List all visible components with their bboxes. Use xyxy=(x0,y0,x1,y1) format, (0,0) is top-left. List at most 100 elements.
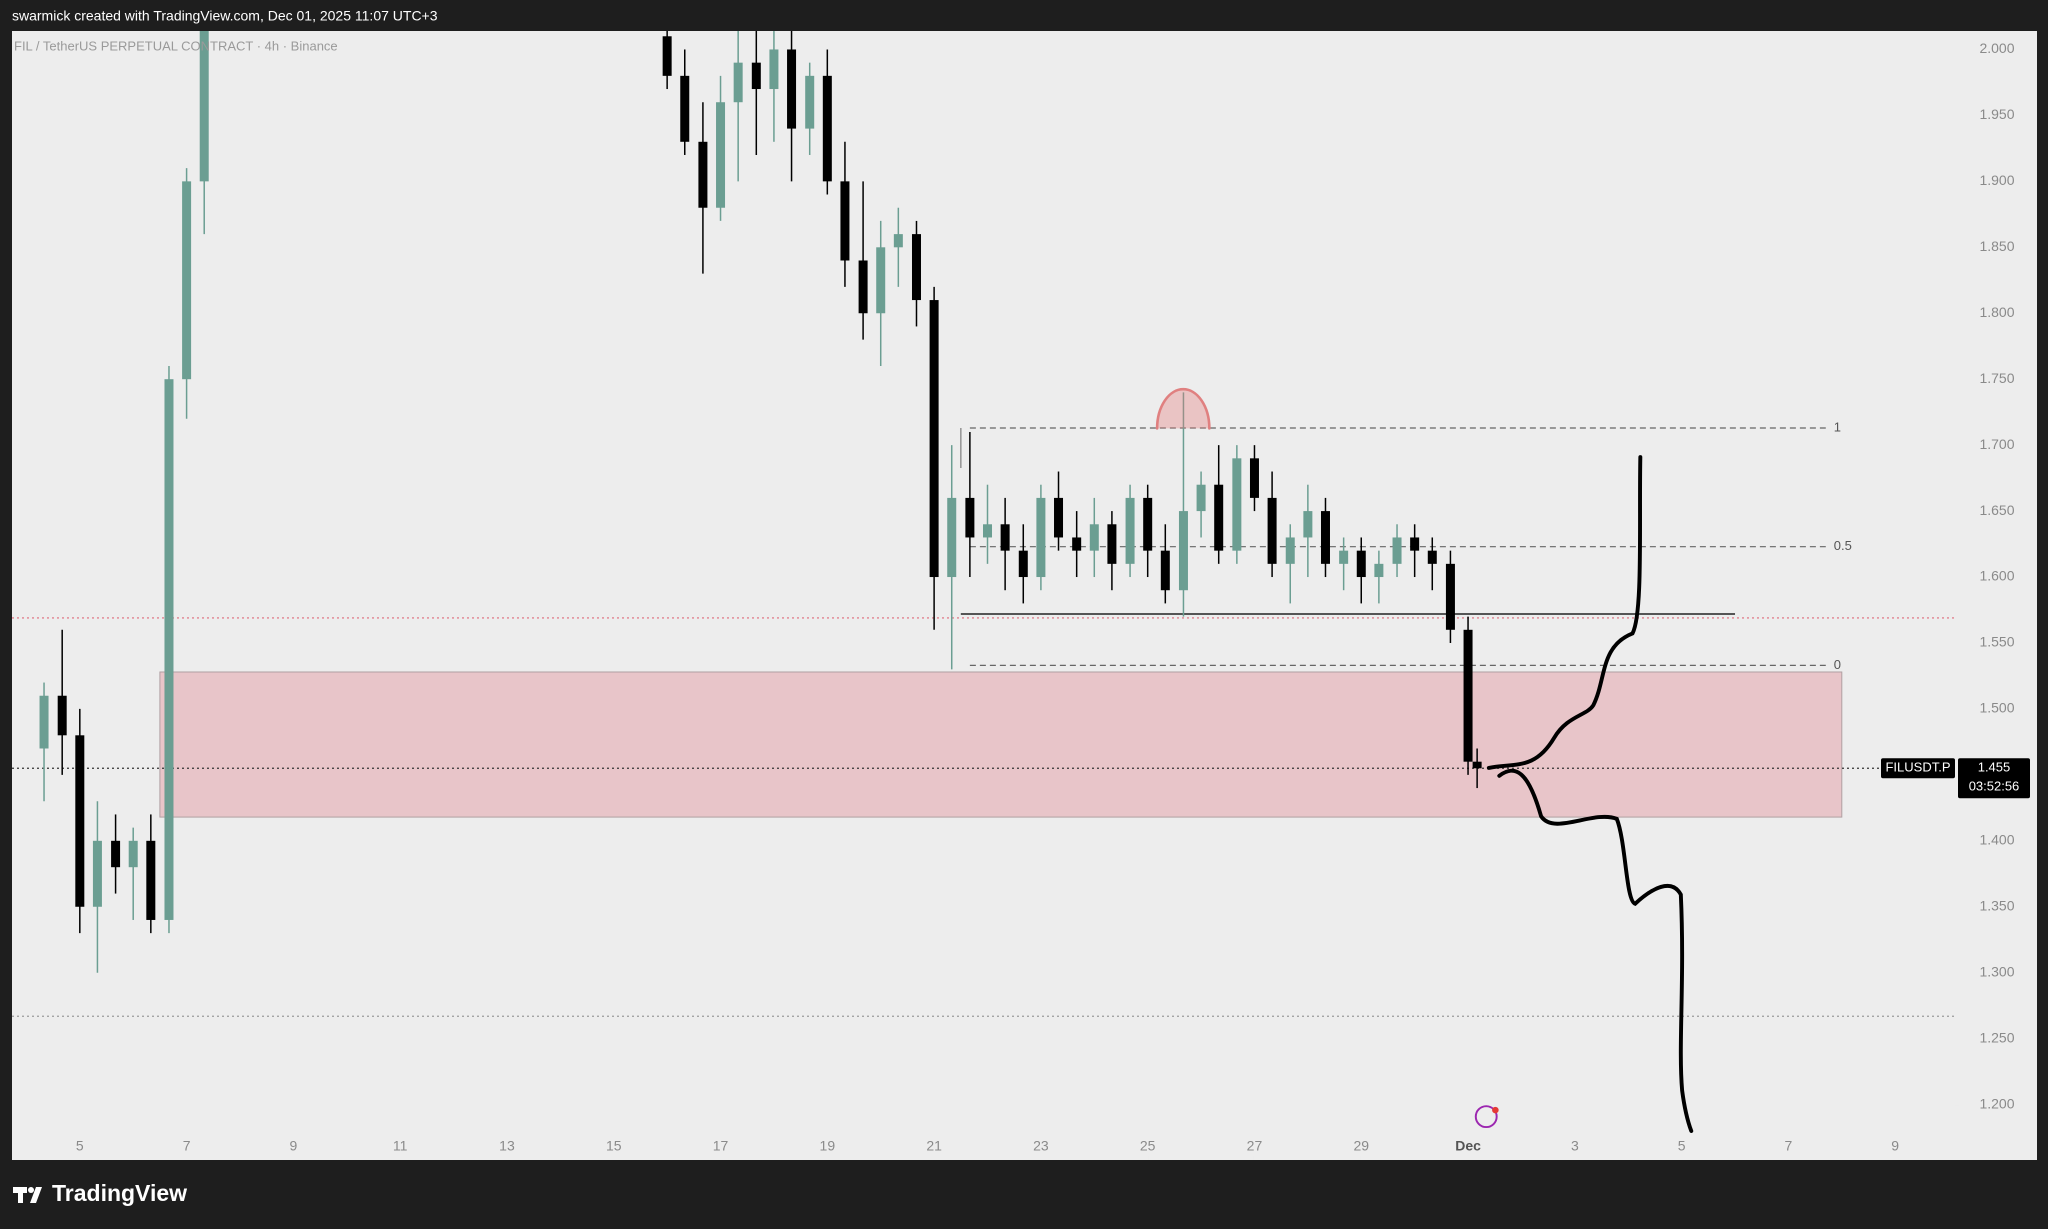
x-tick-label: 7 xyxy=(183,1138,191,1154)
candle-body xyxy=(164,379,174,920)
y-tick-label: 1.850 xyxy=(1979,238,2014,254)
candle-body xyxy=(1018,550,1028,578)
candle-body xyxy=(680,75,690,142)
x-tick-label: 7 xyxy=(1785,1138,1793,1154)
symbol-box xyxy=(1881,758,1955,779)
y-tick-label: 1.700 xyxy=(1979,436,2014,452)
x-tick-label: 3 xyxy=(1571,1138,1579,1154)
y-tick-label: 1.500 xyxy=(1979,700,2014,716)
x-tick-label: 27 xyxy=(1247,1138,1263,1154)
candle-body xyxy=(662,36,672,76)
candle-body xyxy=(1072,537,1082,551)
plot: 10.50 xyxy=(12,31,1955,1017)
candle-body xyxy=(733,62,743,103)
candle-body xyxy=(1320,511,1330,564)
candle-body xyxy=(1089,524,1099,551)
candle-body xyxy=(751,62,761,90)
candle-body xyxy=(769,49,779,90)
candle-body xyxy=(1410,537,1420,551)
y-tick-label: 1.350 xyxy=(1979,897,2014,913)
candle-body xyxy=(716,102,726,208)
candle-body xyxy=(1160,550,1170,591)
candle-body xyxy=(947,497,957,578)
candle-body xyxy=(822,75,832,182)
footer-logo xyxy=(13,1187,42,1203)
y-tick-label: 1.300 xyxy=(1979,963,2014,979)
candle-body xyxy=(1196,484,1206,512)
candle-body xyxy=(1463,629,1473,762)
x-tick-label: 17 xyxy=(713,1138,729,1154)
x-tick-label: 9 xyxy=(289,1138,297,1154)
candle-body xyxy=(876,247,886,314)
price-label: 1.455 xyxy=(1978,760,2011,775)
axes: 2.000 1.950 1.900 1.850 1.800 1.750 1.700 1.650… xyxy=(76,40,2030,1160)
candle-body xyxy=(1000,524,1010,551)
x-tick-label: 19 xyxy=(820,1138,836,1154)
candle-body xyxy=(1392,537,1402,564)
x-tick-label: 21 xyxy=(926,1138,942,1154)
price-box xyxy=(1958,758,2030,799)
y-tick-label: 1.200 xyxy=(1979,1095,2014,1111)
candle-body xyxy=(1374,563,1384,578)
candle-body xyxy=(787,49,797,129)
candle-body xyxy=(983,524,993,538)
y-tick-label: 1.600 xyxy=(1979,568,2014,584)
x-tick-label: Dec xyxy=(1455,1138,1481,1154)
candle-body xyxy=(1214,484,1224,551)
candle-body xyxy=(1178,511,1188,591)
y-tick-label: 1.250 xyxy=(1979,1029,2014,1045)
candle-body xyxy=(1249,458,1259,498)
candle-body xyxy=(146,840,156,920)
candle-body xyxy=(893,234,903,248)
candle-body xyxy=(1054,497,1064,538)
candle-body xyxy=(1445,563,1455,630)
candle-body xyxy=(929,300,939,578)
candle-body xyxy=(698,141,708,208)
candle-body xyxy=(1285,537,1295,564)
symbol-label: FILUSDT.P xyxy=(1885,760,1950,775)
chart-area xyxy=(12,31,2037,1160)
x-tick-label: 9 xyxy=(1891,1138,1899,1154)
candle-body xyxy=(128,840,138,868)
candle-body xyxy=(1143,497,1153,551)
y-tick-label: 1.750 xyxy=(1979,370,2014,386)
candle-body xyxy=(1472,761,1482,769)
fib-label: 0 xyxy=(1834,657,1841,672)
candle-body xyxy=(1267,497,1277,564)
candle-body xyxy=(92,840,102,907)
candle-body xyxy=(1356,550,1366,578)
fib-label: 1 xyxy=(1834,419,1841,434)
x-tick-label: 23 xyxy=(1033,1138,1049,1154)
candle-body xyxy=(858,260,868,314)
x-tick-label: 29 xyxy=(1353,1138,1369,1154)
candle-body xyxy=(1107,524,1117,564)
candle-body xyxy=(805,75,815,129)
candle-body xyxy=(75,735,85,907)
candle-body xyxy=(965,497,975,538)
candle-body xyxy=(1036,497,1046,578)
y-tick-label: 2.000 xyxy=(1979,40,2014,56)
y-tick-label: 1.550 xyxy=(1979,634,2014,650)
x-tick-label: 25 xyxy=(1140,1138,1156,1154)
y-tick-label: 1.650 xyxy=(1979,502,2014,518)
y-tick-label: 1.950 xyxy=(1979,106,2014,122)
candle-body xyxy=(199,31,209,182)
projection-drawing xyxy=(1155,387,1694,1133)
candle-body xyxy=(1125,497,1135,564)
header-text: swarmick created with TradingView.com, D… xyxy=(12,8,438,24)
x-tick-label: 5 xyxy=(1678,1138,1686,1154)
candle-body xyxy=(1232,458,1242,551)
candle-body xyxy=(1303,511,1313,538)
symbol-title: FIL / TetherUS PERPETUAL CONTRACT · 4h ·… xyxy=(14,38,338,53)
supply-zone xyxy=(159,671,1843,818)
candle-body xyxy=(39,695,49,749)
candle-body xyxy=(911,234,921,301)
countdown-label: 03:52:56 xyxy=(1969,779,2020,794)
x-tick-label: 5 xyxy=(76,1138,84,1154)
y-tick-label: 1.800 xyxy=(1979,304,2014,320)
candle-body xyxy=(1339,550,1349,564)
candle-body xyxy=(840,181,850,261)
candle-body xyxy=(1427,550,1437,564)
y-tick-label: 1.400 xyxy=(1979,832,2014,848)
